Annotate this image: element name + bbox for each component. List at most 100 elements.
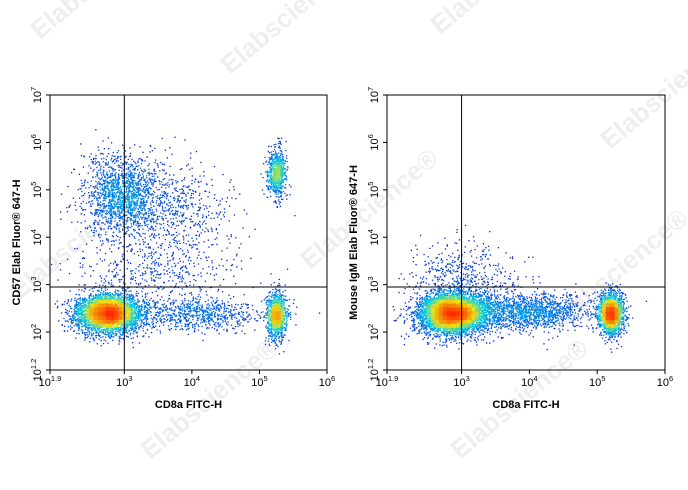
event-dot — [139, 223, 141, 225]
event-dot — [211, 311, 213, 313]
event-dot — [221, 302, 224, 304]
event-dot — [143, 205, 145, 207]
event-dot — [139, 250, 141, 253]
event-dot — [144, 205, 146, 207]
event-dot — [276, 155, 279, 157]
event-dot — [127, 325, 129, 328]
event-dot — [122, 162, 124, 165]
event-dot — [142, 217, 144, 219]
event-dot — [68, 304, 70, 307]
event-dot — [160, 311, 162, 313]
event-dot — [112, 240, 114, 242]
event-dot — [136, 323, 138, 325]
event-dot — [284, 192, 286, 194]
event-dot — [163, 178, 166, 180]
event-dot — [201, 325, 203, 328]
event-dot — [169, 314, 171, 316]
event-dot — [85, 332, 87, 334]
event-dot — [146, 321, 148, 323]
event-dot — [268, 301, 270, 303]
event-dot — [194, 309, 196, 311]
event-dot — [104, 289, 107, 291]
event-dot — [266, 172, 268, 174]
event-dot — [135, 195, 138, 197]
event-dot — [124, 197, 127, 200]
event-dot — [88, 156, 91, 158]
event-dot — [272, 334, 274, 336]
event-dot — [76, 301, 78, 304]
event-dot — [112, 333, 114, 335]
event-dot — [114, 210, 116, 212]
event-dot — [200, 272, 202, 274]
event-dot — [211, 229, 213, 231]
event-dot — [166, 209, 168, 211]
event-dot — [182, 307, 184, 309]
event-dot — [82, 264, 84, 266]
event-dot — [107, 331, 109, 333]
event-dot — [280, 342, 283, 344]
event-dot — [166, 273, 169, 275]
event-dot — [172, 197, 175, 199]
event-dot — [271, 341, 273, 343]
event-dot — [150, 307, 152, 309]
event-dot — [180, 278, 182, 280]
event-dot — [117, 177, 120, 179]
event-dot — [98, 149, 100, 151]
event-dot — [267, 176, 269, 178]
event-dot — [71, 327, 73, 329]
event-dot — [87, 181, 89, 183]
event-dot — [151, 300, 154, 303]
event-dot — [282, 185, 284, 187]
event-dot — [59, 263, 61, 265]
event-dot — [137, 160, 139, 162]
event-dot — [168, 268, 170, 270]
event-dot — [168, 231, 170, 233]
event-dot — [106, 174, 108, 177]
event-dot — [155, 290, 157, 292]
event-dot — [139, 200, 142, 203]
event-dot — [78, 324, 80, 326]
event-dot — [131, 249, 133, 251]
event-dot — [285, 187, 287, 189]
event-dot — [169, 271, 171, 274]
event-dot — [280, 150, 282, 152]
event-dot — [162, 306, 165, 308]
event-dot — [189, 218, 191, 220]
event-dot — [128, 186, 130, 189]
event-dot — [142, 262, 144, 264]
event-dot — [112, 217, 114, 219]
event-dot — [267, 171, 270, 174]
event-dot — [160, 245, 162, 247]
event-dot — [151, 268, 153, 270]
event-dot — [266, 321, 269, 323]
event-dot — [96, 290, 99, 292]
event-dot — [142, 273, 144, 275]
event-dot — [158, 180, 160, 182]
event-dot — [153, 305, 156, 307]
event-dot — [172, 238, 174, 241]
event-dot — [104, 292, 106, 294]
event-dot — [227, 308, 229, 310]
event-dot — [121, 193, 123, 195]
event-dot — [133, 206, 135, 208]
event-dot — [117, 183, 120, 185]
event-dot — [90, 329, 92, 331]
event-dot — [129, 215, 132, 217]
event-dot — [163, 229, 166, 231]
event-dot — [272, 153, 274, 155]
event-dot — [173, 174, 175, 176]
event-dot — [118, 198, 120, 201]
event-dot — [137, 207, 139, 210]
event-dot — [148, 178, 150, 181]
event-dot — [182, 191, 184, 193]
event-dot — [73, 315, 75, 317]
event-dot — [141, 185, 143, 187]
event-dot — [107, 241, 110, 243]
event-dot — [208, 322, 210, 324]
event-dot — [281, 155, 283, 157]
event-dot — [129, 243, 131, 245]
event-dot — [95, 331, 97, 334]
event-dot — [137, 305, 139, 307]
event-dot — [92, 290, 94, 293]
event-dot — [84, 220, 86, 222]
